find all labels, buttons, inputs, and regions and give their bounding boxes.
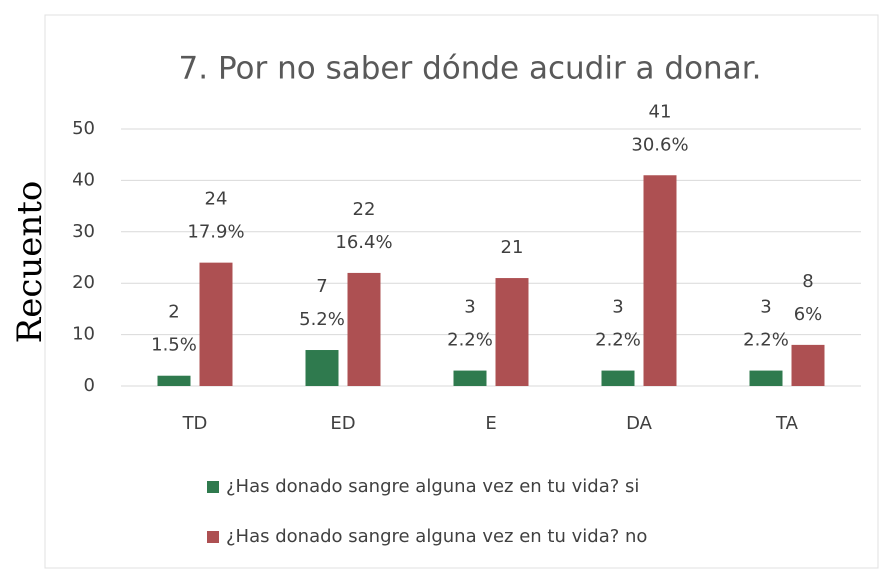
data-label: 8	[802, 271, 813, 292]
x-tick-label: TD	[182, 413, 208, 434]
chart-frame	[44, 14, 879, 569]
y-axis-label: Recuento	[10, 181, 50, 344]
bar	[453, 370, 487, 386]
x-tick-label: DA	[626, 413, 653, 434]
legend-swatch	[207, 531, 219, 543]
percent-label: 17.9%	[187, 222, 244, 243]
y-tick-label: 30	[72, 221, 95, 242]
percent-label: 2.2%	[743, 330, 789, 351]
bar	[347, 272, 381, 386]
y-tick-label: 0	[84, 375, 95, 396]
y-tick-label: 20	[72, 272, 95, 293]
x-tick-label: E	[485, 413, 496, 434]
legend-swatch	[207, 481, 219, 493]
percent-label: 6%	[794, 304, 823, 325]
bar	[199, 262, 233, 386]
legend-label: ¿Has donado sangre alguna vez en tu vida…	[226, 526, 647, 547]
y-tick-label: 10	[72, 324, 95, 345]
data-label: 24	[205, 189, 228, 210]
data-label: 41	[649, 101, 672, 122]
data-label: 22	[353, 199, 376, 220]
bar	[305, 350, 339, 386]
bar	[495, 278, 529, 386]
data-label: 3	[464, 297, 475, 318]
percent-label: 1.5%	[151, 335, 197, 356]
data-label: 21	[501, 237, 524, 258]
percent-label: 2.2%	[447, 330, 493, 351]
data-label: 3	[612, 297, 623, 318]
x-tick-label: TA	[775, 413, 799, 434]
y-tick-label: 50	[72, 118, 95, 139]
chart-title: 7. Por no saber dónde acudir a donar.	[179, 51, 762, 87]
data-label: 3	[760, 297, 771, 318]
data-label: 7	[316, 276, 327, 297]
data-label: 2	[168, 302, 179, 323]
bar	[749, 370, 783, 386]
percent-label: 30.6%	[631, 134, 688, 155]
bar	[157, 375, 191, 386]
y-tick-label: 40	[72, 169, 95, 190]
percent-label: 2.2%	[595, 330, 641, 351]
bar	[643, 175, 677, 386]
x-tick-label: ED	[330, 413, 355, 434]
bar	[601, 370, 635, 386]
legend-label: ¿Has donado sangre alguna vez en tu vida…	[226, 476, 639, 497]
percent-label: 16.4%	[335, 232, 392, 253]
percent-label: 5.2%	[299, 309, 345, 330]
bar	[791, 344, 825, 386]
